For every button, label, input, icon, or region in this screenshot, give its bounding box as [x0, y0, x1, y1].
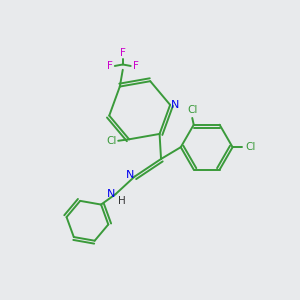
Text: Cl: Cl: [245, 142, 255, 152]
Text: Cl: Cl: [188, 105, 198, 115]
Text: F: F: [106, 61, 112, 71]
Text: N: N: [106, 189, 115, 199]
Text: H: H: [118, 196, 126, 206]
Text: F: F: [120, 48, 126, 58]
Text: N: N: [126, 170, 134, 181]
Text: N: N: [171, 100, 179, 110]
Text: Cl: Cl: [107, 136, 117, 146]
Text: F: F: [133, 61, 139, 71]
